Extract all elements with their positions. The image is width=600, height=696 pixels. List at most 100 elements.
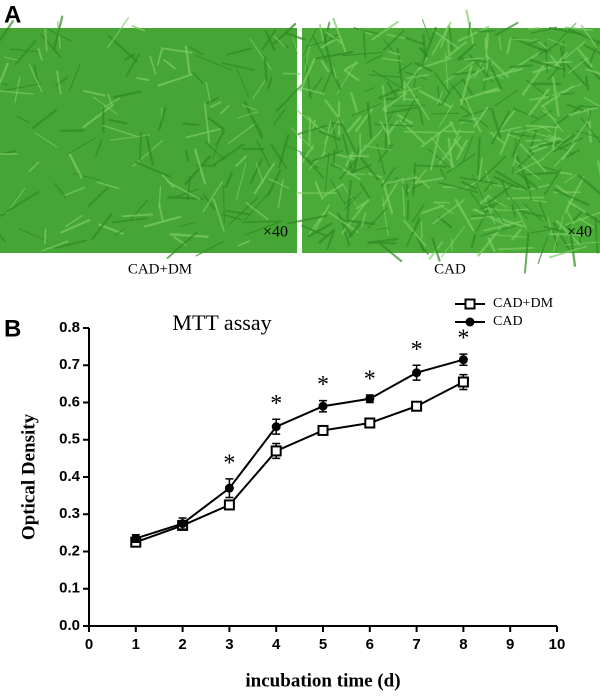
cell [292,35,299,55]
x-tick-label: 0 [85,636,93,653]
cell [108,118,128,125]
cell [466,66,485,81]
cell [526,79,551,99]
cell [363,145,392,151]
cell [446,153,476,174]
cell [511,138,517,175]
cell [121,213,154,218]
x-tick-label: 1 [132,636,140,653]
cell [583,44,600,55]
cell [371,20,400,41]
cell [323,120,339,144]
cell [255,162,264,184]
cell [10,48,39,53]
cell [473,106,489,128]
cell [438,102,455,127]
cell [245,202,269,220]
y-tick-label: 0.8 [59,319,80,336]
cell [299,57,316,92]
cell [434,201,454,215]
cell [4,82,42,91]
cell [517,152,535,168]
cell [14,39,37,65]
cell [476,155,507,185]
cell [471,174,484,200]
cell [236,67,250,98]
x-tick-label: 9 [506,636,514,653]
cell [367,241,397,245]
cell [378,88,400,100]
cell [212,128,225,159]
cell [4,56,18,61]
cell [327,211,360,234]
cell [256,140,271,168]
cell [156,47,164,66]
cell [376,227,390,231]
cell [421,204,445,214]
cell [311,119,316,131]
cell [350,91,358,113]
cell [527,129,537,158]
cell [527,39,540,46]
cell [31,109,57,130]
cell [441,226,466,258]
cell [224,172,233,189]
cell [202,180,224,213]
cell [456,43,476,61]
y-tick-label: 0.4 [59,468,81,485]
y-tick-label: 0.3 [59,505,80,522]
chart-title: MTT assay [172,310,271,335]
cell [206,116,225,131]
cell [577,105,600,108]
cell [40,33,62,58]
cell [447,39,450,56]
cell [339,158,358,180]
cell [449,79,464,91]
cell [379,121,389,134]
cell [264,29,276,51]
cell [471,214,495,218]
cell [427,148,452,169]
cell [565,211,582,229]
cell [577,174,600,195]
cell [576,130,600,139]
cell [328,33,340,40]
cell [530,109,553,125]
cell [453,138,463,150]
cell [222,62,255,71]
cell [429,131,441,171]
cell [182,122,200,127]
cell [559,171,573,176]
cell [325,31,343,44]
cell [506,37,512,55]
cell [342,51,383,57]
marker [411,400,423,412]
cell [541,135,571,160]
cell [565,209,575,225]
cell [490,108,502,139]
cell [340,217,351,247]
cell [525,176,533,201]
cell [34,132,58,148]
cell [351,102,382,117]
x-axis-label: incubation time (d) [245,670,400,691]
cell [3,149,17,155]
cell [318,130,342,141]
cell [513,208,530,211]
significance-mark: * [223,450,235,476]
cell [580,117,600,144]
cell [431,112,460,115]
cell [134,161,172,178]
cell [547,38,567,47]
cell [114,228,125,237]
cell [565,211,600,226]
x-tick-label: 4 [272,636,281,653]
cell [547,217,554,236]
cell [457,25,490,43]
cell [489,131,506,145]
cell [584,75,590,91]
cell [270,143,288,169]
cell [538,140,567,148]
cell [321,30,333,70]
cell [418,90,452,109]
